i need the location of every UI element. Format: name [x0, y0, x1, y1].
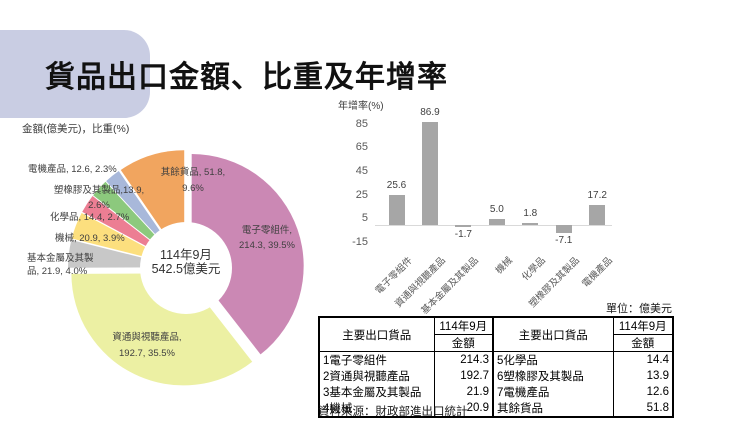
- table-cell-amount: 51.8: [612, 400, 674, 417]
- bar-6: [589, 204, 606, 225]
- table-cell-amount: 13.9: [612, 368, 674, 384]
- bar-2: [455, 225, 472, 227]
- col-header-amount-left: 金額: [433, 334, 494, 352]
- title-banner-shape: [0, 30, 150, 118]
- x-category-label: 電機產品: [580, 255, 616, 290]
- x-category-label: 化學品: [520, 255, 549, 284]
- x-axis-baseline: [375, 225, 612, 226]
- pie-label-electronic-components: 電子零組件, 214.3, 39.5%: [225, 224, 309, 253]
- y-tick-label: -15: [352, 235, 368, 248]
- pie-label-electrical: 電機產品, 12.6, 2.3%: [28, 164, 117, 177]
- table-cell-goods: 1電子零組件: [318, 351, 435, 368]
- bar-value-label: -7.1: [555, 235, 573, 247]
- pie-label-base-metals: 基本金屬及其製 品, 21.9, 4.0%: [27, 253, 94, 278]
- bar-chart: 年增率(%) 85 65 45 25 5 -15 25.6 電子零組件 86.9 資通與視聽產品 -…: [330, 95, 650, 317]
- table-cell-goods: 4機械: [318, 400, 435, 417]
- bar-value-label: -1.7: [454, 229, 472, 240]
- table-cell-goods: 6塑橡膠及其製品: [492, 368, 614, 384]
- y-tick-label: 65: [355, 141, 368, 154]
- pie-label-line: 192.7, 35.5%: [119, 347, 175, 359]
- y-tick-label: 85: [355, 117, 368, 130]
- pie-label-line: 資通與視聽產品,: [112, 332, 182, 343]
- table-cell-amount: 214.3: [433, 351, 494, 368]
- pie-label-line: 9.6%: [182, 183, 204, 194]
- col-header-period-right: 114年9月: [612, 316, 674, 335]
- page-title: 貨品出口金額、比重及年增率: [45, 61, 448, 94]
- table-unit-note: 單位：億美元: [606, 303, 672, 315]
- pie-label-line: 2.6%: [88, 199, 110, 211]
- pie-label-line: 電子零組件,: [241, 225, 293, 236]
- table-cell-goods: 2資通與視聽產品: [318, 368, 435, 384]
- pie-center-line2: 542.5億美元: [151, 261, 221, 276]
- pie-label-plastics: 塑橡膠及其製品,13.9, 2.6%: [38, 184, 160, 213]
- bar-3: [488, 219, 505, 225]
- pie-slice-0: [191, 154, 304, 355]
- pie-label-others: 其餘貨品, 51.8, 9.6%: [152, 165, 234, 197]
- y-tick-label: 45: [355, 164, 368, 177]
- table-row: 4機械 20.9 其餘貨品 51.8: [318, 400, 674, 417]
- bar-1: [421, 122, 438, 225]
- pie-center-line1: 114年9月: [160, 248, 212, 262]
- col-header-amount-right: 金額: [612, 334, 674, 352]
- bar-0: [388, 194, 405, 225]
- pie-label-line: 化學品, 14.4, 2.7%: [50, 212, 130, 223]
- table-cell-amount: 21.9: [433, 384, 494, 400]
- table-cell-goods: 3基本金屬及其製品: [318, 384, 435, 400]
- pie-label-line: 機械, 20.9, 3.9%: [55, 233, 125, 244]
- donut-chart: [68, 150, 304, 386]
- pie-label-line: 品, 21.9, 4.0%: [27, 265, 88, 277]
- bar-4: [522, 222, 539, 225]
- pie-label-line: 塑橡膠及其製品,13.9,: [53, 185, 145, 196]
- table-cell-goods: 7電機產品: [492, 384, 614, 400]
- table-cell-amount: 14.4: [612, 351, 674, 368]
- pie-center-label: 114年9月 542.5億美元: [116, 248, 256, 276]
- pie-label-machinery: 機械, 20.9, 3.9%: [55, 233, 125, 246]
- bar-value-label: 17.2: [587, 189, 607, 201]
- source-note: 資料來源：財政部進出口統計: [318, 406, 468, 418]
- pie-label-ict-av: 資通與視聽產品, 192.7, 35.5%: [105, 330, 189, 361]
- x-category-label: 機械: [493, 255, 515, 277]
- pie-label-chemicals: 化學品, 14.4, 2.7%: [50, 212, 129, 225]
- table-cell-amount: 12.6: [612, 384, 674, 400]
- y-tick-label: 5: [361, 212, 368, 225]
- y-tick-label: 25: [355, 188, 368, 201]
- pie-label-line: 214.3, 39.5%: [239, 239, 295, 251]
- col-header-goods-left: 主要出口貨品: [318, 316, 435, 352]
- bar-value-label: 25.6: [386, 179, 407, 191]
- table-cell-amount: 192.7: [433, 368, 494, 384]
- pie-label-line: 基本金屬及其製: [27, 253, 94, 264]
- bar-value-label: 5.0: [489, 204, 504, 216]
- table-row: 3基本金屬及其製品 21.9 7電機產品 12.6: [318, 384, 674, 400]
- table-row: 2資通與視聽產品 192.7 6塑橡膠及其製品 13.9: [318, 368, 674, 384]
- export-table: 主要出口貨品 114年9月 主要出口貨品 114年9月 金額 金額 1電子零組件…: [318, 316, 674, 418]
- pie-slice-1: [71, 273, 253, 386]
- bar-value-label: 86.9: [420, 107, 440, 119]
- table-cell-goods: 其餘貨品: [492, 400, 614, 417]
- bar-value-label: 1.8: [523, 207, 538, 219]
- bar-5: [555, 225, 572, 234]
- pie-label-line: 其餘貨品, 51.8,: [160, 167, 226, 178]
- pie-unit-note: 金額(億美元)，比重(%): [22, 123, 130, 135]
- table-row: 1電子零組件 214.3 5化學品 14.4: [318, 351, 674, 368]
- pie-label-line: 電機產品, 12.6, 2.3%: [28, 164, 117, 175]
- donut-hole: [140, 222, 232, 314]
- bar-chart-title: 年增率(%): [338, 101, 384, 112]
- table-cell-goods: 5化學品: [492, 351, 614, 368]
- col-header-period-left: 114年9月: [433, 316, 494, 335]
- col-header-goods-right: 主要出口貨品: [492, 316, 614, 352]
